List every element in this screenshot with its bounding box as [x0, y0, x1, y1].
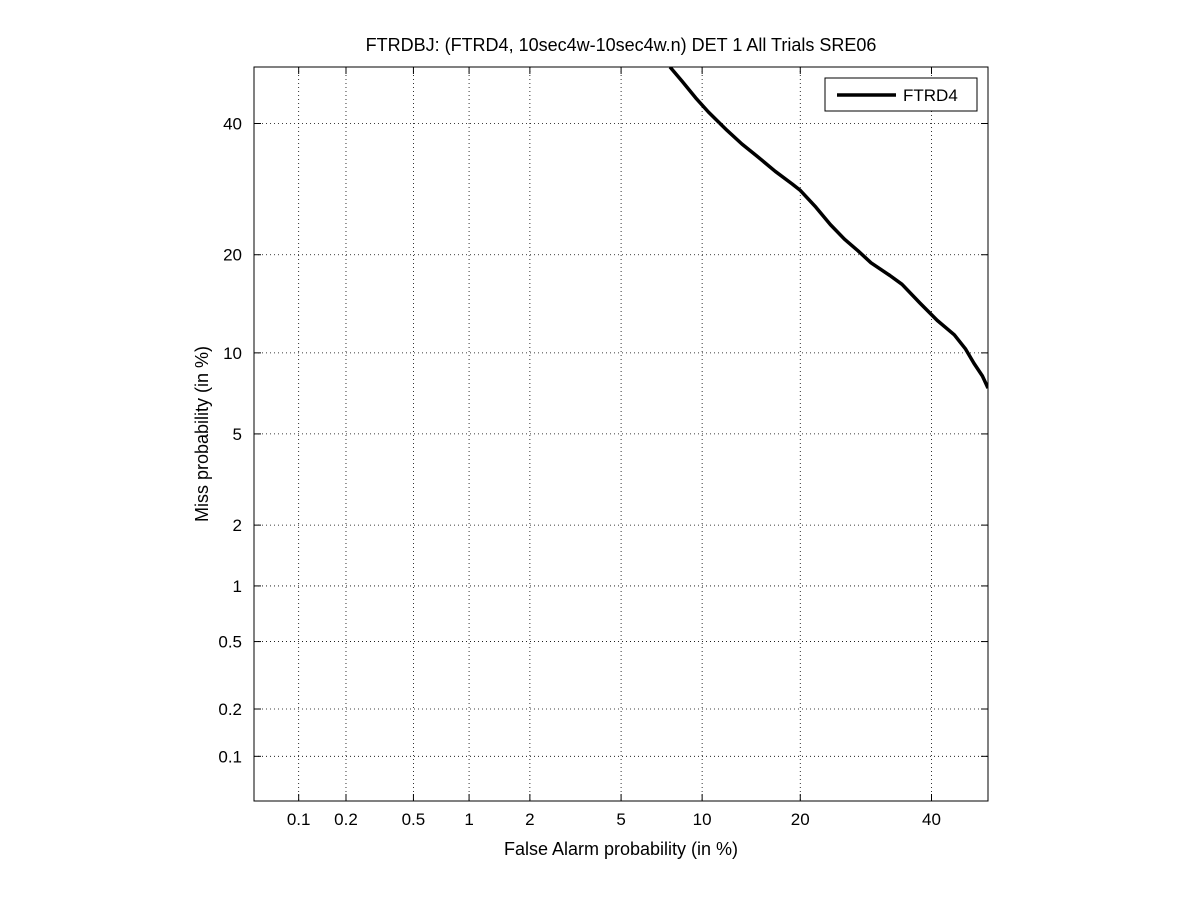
x-ticks: 0.1 0.2 0.5 1 2 5 10 20 40: [287, 67, 941, 829]
y-tick-label: 0.2: [218, 700, 242, 719]
x-tick-label: 40: [922, 810, 941, 829]
x-axis-title: False Alarm probability (in %): [504, 839, 738, 859]
x-tick-label: 10: [693, 810, 712, 829]
legend: FTRD4: [824, 77, 978, 112]
y-tick-label: 40: [223, 115, 242, 134]
y-tick-label: 20: [223, 246, 242, 265]
x-tick-label: 5: [616, 810, 625, 829]
y-tick-label: 0.5: [218, 633, 242, 652]
x-tick-label: 0.5: [402, 810, 426, 829]
chart-title: FTRDBJ: (FTRD4, 10sec4w-10sec4w.n) DET 1…: [366, 35, 877, 55]
grid-layer: [254, 67, 988, 801]
x-tick-label: 1: [464, 810, 473, 829]
x-tick-label: 0.2: [334, 810, 358, 829]
axes-frame: [253, 66, 989, 802]
x-tick-label: 0.1: [287, 810, 311, 829]
y-tick-label: 5: [233, 425, 242, 444]
y-tick-label: 2: [233, 516, 242, 535]
y-axis-title: Miss probability (in %): [192, 346, 212, 522]
y-tick-label: 10: [223, 344, 242, 363]
y-tick-label: 1: [233, 577, 242, 596]
x-tick-label: 20: [791, 810, 810, 829]
series-layer: [668, 67, 988, 389]
x-tick-label: 2: [525, 810, 534, 829]
y-tick-label: 0.1: [218, 747, 242, 766]
series-line-ftrd4: [668, 67, 988, 389]
y-ticks: 0.1 0.2 0.5 1 2 5 10 20 40: [218, 115, 988, 766]
legend-label-ftrd4: FTRD4: [903, 86, 958, 105]
